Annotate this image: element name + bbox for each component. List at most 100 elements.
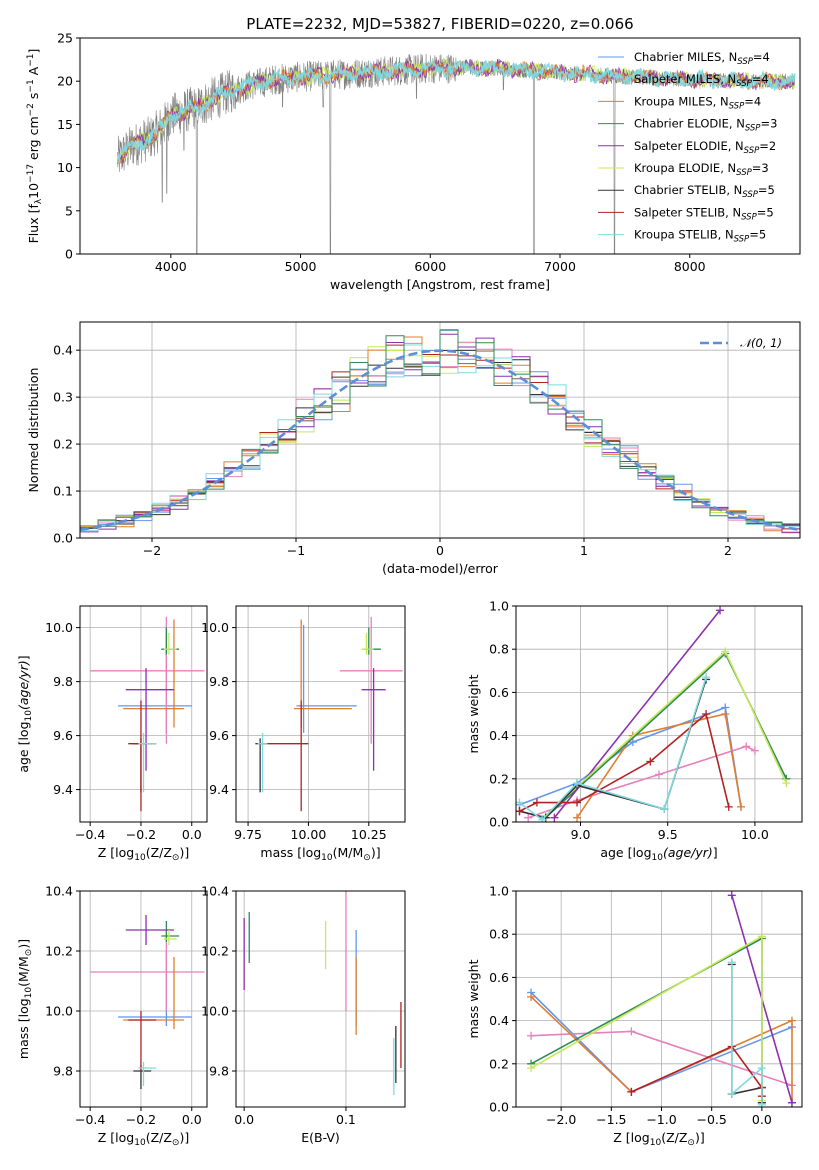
mass_vs_Z-point-kroupa_elodie — [163, 930, 177, 945]
mass_vs_ebv-frame — [235, 890, 406, 1108]
massweight_vs_Z-marker-salpeter_stelib — [627, 1087, 636, 1096]
mass_vs_Z-point-salpeter_stelib — [128, 1011, 157, 1071]
massweight_vs_Z-ytick-label: 0.8 — [489, 927, 509, 942]
massweight_vs_Z-ytick-label: 0.0 — [489, 1100, 509, 1115]
mass_vs_Z-ylabel: mass [log10(M/M⊙)] — [16, 939, 34, 1059]
mass_vs_ebv-ytick-label: 10.0 — [201, 1004, 229, 1019]
spectrum-panel: 4000 5000 6000 7000 8000 0 5 10 15 20 25 wavelength… — [26, 31, 801, 292]
age_vs_mass-frame — [235, 605, 406, 823]
massweight_vs_age-series-kroupa_elodie — [541, 647, 791, 820]
mass_vs_ebv-xtick-label: 0.0 — [234, 1112, 254, 1127]
residuals-xtick-label: −1 — [287, 543, 305, 558]
massweight_vs_Z-plot-area — [527, 891, 796, 1107]
massweight_vs_Z-line-kroupa_stelib — [731, 962, 763, 1105]
massweight_vs_age-marker-salpeter_stelib — [573, 798, 582, 807]
massweight_vs_Z-marker-kroupa_miles — [527, 992, 536, 1001]
spectrum-xtick-label: 7000 — [544, 259, 576, 274]
massweight_vs_age-ytick-label: 0.6 — [489, 685, 509, 700]
age_vs_Z-xtick-label: −0.4 — [75, 827, 105, 842]
massweight_vs_age-marker-kroupa_stelib — [573, 779, 582, 788]
massweight_vs_Z-ytick-label: 0.6 — [489, 970, 509, 985]
massweight_vs_Z-ytick-label: 0.4 — [489, 1013, 509, 1028]
massweight_vs_age-series-salpeter_elodie — [550, 606, 725, 822]
massweight_vs_Z-line-kroupa_elodie — [530, 935, 763, 1101]
massweight_vs_Z-ylabel: mass weight — [466, 959, 481, 1038]
massweight_vs_Z-series-kroupa_elodie — [527, 932, 766, 1105]
spectrum-ytick-label: 25 — [57, 31, 73, 46]
residuals-xtick-label: −2 — [143, 543, 161, 558]
normal-reference-curve — [80, 349, 800, 532]
spectrum-xtick-label: 8000 — [674, 259, 706, 274]
massweight_vs_age-marker-kroupa_elodie — [721, 647, 730, 656]
massweight_vs_age-marker-salpeter_elodie — [716, 606, 725, 615]
age_vs_mass-ytick-label: 9.8 — [209, 674, 229, 689]
spectrum-xtick-label: 4000 — [155, 259, 187, 274]
mass_vs_Z-plot-area — [90, 915, 205, 1089]
mass_vs_Z-xtick-label: −0.2 — [126, 1112, 156, 1127]
age-vs-metallicity-panel: −0.4 −0.2 0.0 9.4 9.6 9.8 10.0 Z [log10(Z/Z⊙)] a… — [16, 605, 208, 863]
residuals-ytick-label: 0.3 — [53, 390, 73, 405]
massweight_vs_age-line-kroupa_elodie — [545, 650, 788, 817]
mass_vs_ebv-axes: 0.0 0.1 9.8 10.0 10.2 10.4 E(B-V) — [201, 884, 406, 1145]
spectrum-ytick-label: 0 — [65, 247, 73, 262]
age_vs_Z-ylabel: age [log10(age/yr)] — [16, 655, 34, 772]
massweight_vs_Z-marker-salpeter_elodie — [727, 891, 736, 900]
massweight_vs_age-xlabel: age [log10(age/yr)] — [600, 845, 717, 863]
age_vs_Z-point-kroupa_elodie — [163, 633, 177, 655]
massweight_vs_Z-marker-kroupa_elodie — [527, 1064, 536, 1073]
age_vs_Z-point-salpeter_miles — [90, 616, 205, 744]
age_vs_Z-axes: −0.4 −0.2 0.0 9.4 9.6 9.8 10.0 Z [log10(Z/Z⊙)] a… — [16, 605, 208, 863]
legend-label-chabrier_elodie: Chabrier ELODIE, NSSP=3 — [634, 117, 777, 134]
massweight_vs_age-xtick-label: 10.0 — [741, 827, 769, 842]
massweight_vs_Z-xtick-label: −1.5 — [596, 1112, 626, 1127]
massweight_vs_age-xtick-label: 9.0 — [571, 827, 591, 842]
age_vs_mass-point-kroupa_elodie — [361, 633, 374, 655]
spectrum-xtick-label: 6000 — [414, 259, 446, 274]
massweight_vs_age-marker-salpeter_elodie — [550, 813, 559, 822]
age_vs_Z-point-kroupa_miles — [123, 619, 185, 728]
spectrum-model-kroupa_stelib — [116, 59, 796, 164]
massweight_vs_age-line-chabrier_stelib — [519, 679, 707, 819]
massweight_vs_age-marker-kroupa_stelib — [538, 815, 547, 822]
massweight_vs_Z-ytick-label: 0.2 — [489, 1056, 509, 1071]
residuals-xtick-label: 2 — [724, 543, 732, 558]
mass-vs-ebv-panel: 0.0 0.1 9.8 10.0 10.2 10.4 E(B-V) — [201, 884, 406, 1145]
massweight_vs_age-axes: 9.0 9.5 10.0 0.0 0.2 0.4 0.6 0.8 1.0 age [log10(a… — [466, 599, 803, 863]
mass_vs_Z-frame — [79, 890, 208, 1108]
age_vs_Z-frame — [79, 605, 208, 823]
massweight_vs_age-marker-salpeter_miles — [524, 813, 533, 822]
spectrum-axes: 4000 5000 6000 7000 8000 0 5 10 15 20 25 wavelength… — [26, 31, 801, 292]
massweight_vs_age-marker-salpeter_stelib — [702, 710, 711, 718]
age_vs_mass-axes: 9.75 10.00 10.25 9.4 9.6 9.8 10.0 mass [log10(M… — [201, 605, 406, 863]
age_vs_Z-point-salpeter_elodie — [125, 668, 174, 771]
age_vs_mass-point-chabrier_stelib — [255, 738, 265, 793]
spectrum-ytick-label: 5 — [65, 203, 73, 218]
age_vs_mass-xtick-label: 10.00 — [291, 827, 327, 842]
massweight_vs_age-ytick-label: 0.2 — [489, 771, 509, 786]
age_vs_Z-point-kroupa_stelib — [138, 732, 157, 793]
age_vs_Z-point-chabrier_miles — [118, 624, 192, 733]
spectrum-ytick-label: 20 — [57, 74, 73, 89]
residuals-plot-area — [80, 329, 800, 538]
age_vs_Z-ytick-label: 9.4 — [53, 782, 73, 797]
age_vs_mass-ytick-label: 10.0 — [201, 620, 229, 635]
massweight_vs_Z-axes: −2.0 −1.5 −1.0 −0.5 0.0 0.0 0.2 0.4 0.6 0.8 1.0 Z [… — [466, 884, 803, 1148]
mass_vs_ebv-ytick-label: 10.2 — [201, 944, 229, 959]
mass_vs_ebv-xtick-label: 0.1 — [336, 1112, 356, 1127]
spectrum-ytick-label: 10 — [57, 160, 73, 175]
mass_vs_Z-point-kroupa_stelib — [138, 1062, 157, 1086]
age_vs_mass-xtick-label: 10.25 — [351, 827, 387, 842]
massweight_vs_Z-xtick-label: −1.0 — [646, 1112, 676, 1127]
massweight_vs_Z-marker-kroupa_stelib — [727, 958, 736, 967]
age_vs_mass-point-salpeter_miles — [339, 616, 403, 744]
massweight_vs_age-marker-kroupa_miles — [736, 802, 745, 811]
mass_vs_ebv-grid — [236, 890, 405, 1107]
massweight_vs_Z-series-kroupa_stelib — [727, 958, 766, 1107]
massweight_vs_Z-xlabel: Z [log10(Z/Z⊙)] — [613, 1130, 704, 1148]
residuals-ytick-label: 0.0 — [53, 531, 73, 546]
massweight_vs_Z-xtick-label: −2.0 — [546, 1112, 576, 1127]
age_vs_Z-xtick-label: −0.2 — [126, 827, 156, 842]
residuals-ytick-label: 0.4 — [53, 343, 73, 358]
massweight_vs_age-ytick-label: 0.4 — [489, 728, 509, 743]
mass_vs_Z-xtick-label: 0.0 — [182, 1112, 202, 1127]
